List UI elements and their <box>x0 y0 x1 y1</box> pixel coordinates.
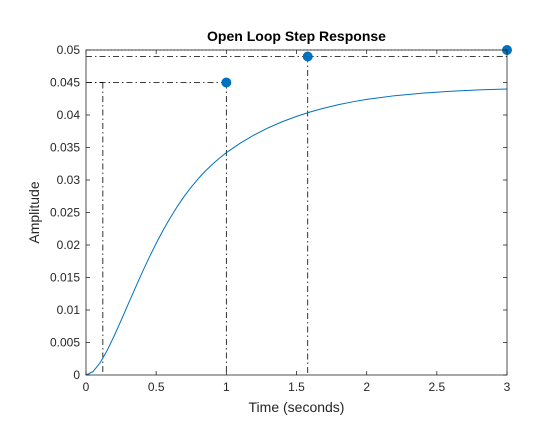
y-tick-label: 0.035 <box>50 141 80 155</box>
y-tick-label: 0.02 <box>57 238 81 252</box>
x-tick-label: 1 <box>223 380 230 394</box>
y-tick-label: 0.05 <box>57 43 81 57</box>
y-tick-label: 0.03 <box>57 173 81 187</box>
peak-time-marker[interactable] <box>221 77 232 88</box>
x-tick-label: 2.5 <box>428 380 445 394</box>
x-tick-label: 0 <box>83 380 90 394</box>
y-axis-label: Amplitude <box>26 181 42 243</box>
y-tick-label: 0.04 <box>57 108 81 122</box>
y-tick-label: 0.045 <box>50 76 80 90</box>
y-tick-label: 0.025 <box>50 206 80 220</box>
characteristic-lines <box>86 56 507 375</box>
y-tick-label: 0.005 <box>50 336 80 350</box>
x-tick-label: 2 <box>363 380 370 394</box>
axis-ticks: 0 0.5 1 1.5 2 2.5 3 0 0.005 0.01 0.015 0.02 0.025 0.0… <box>50 43 511 394</box>
x-tick-label: 0.5 <box>148 380 165 394</box>
y-tick-label: 0.015 <box>50 271 80 285</box>
x-tick-label: 1.5 <box>288 380 305 394</box>
y-tick-label: 0.01 <box>57 303 81 317</box>
x-axis-label: Time (seconds) <box>249 399 345 415</box>
y-tick-label: 0 <box>73 368 80 382</box>
plot-area-frame <box>85 49 508 376</box>
step-response-line <box>85 88 508 376</box>
x-tick-label: 3 <box>504 380 511 394</box>
settling-time-marker[interactable] <box>302 51 313 62</box>
series-layer <box>85 88 508 376</box>
chart-title: Open Loop Step Response <box>207 28 386 44</box>
